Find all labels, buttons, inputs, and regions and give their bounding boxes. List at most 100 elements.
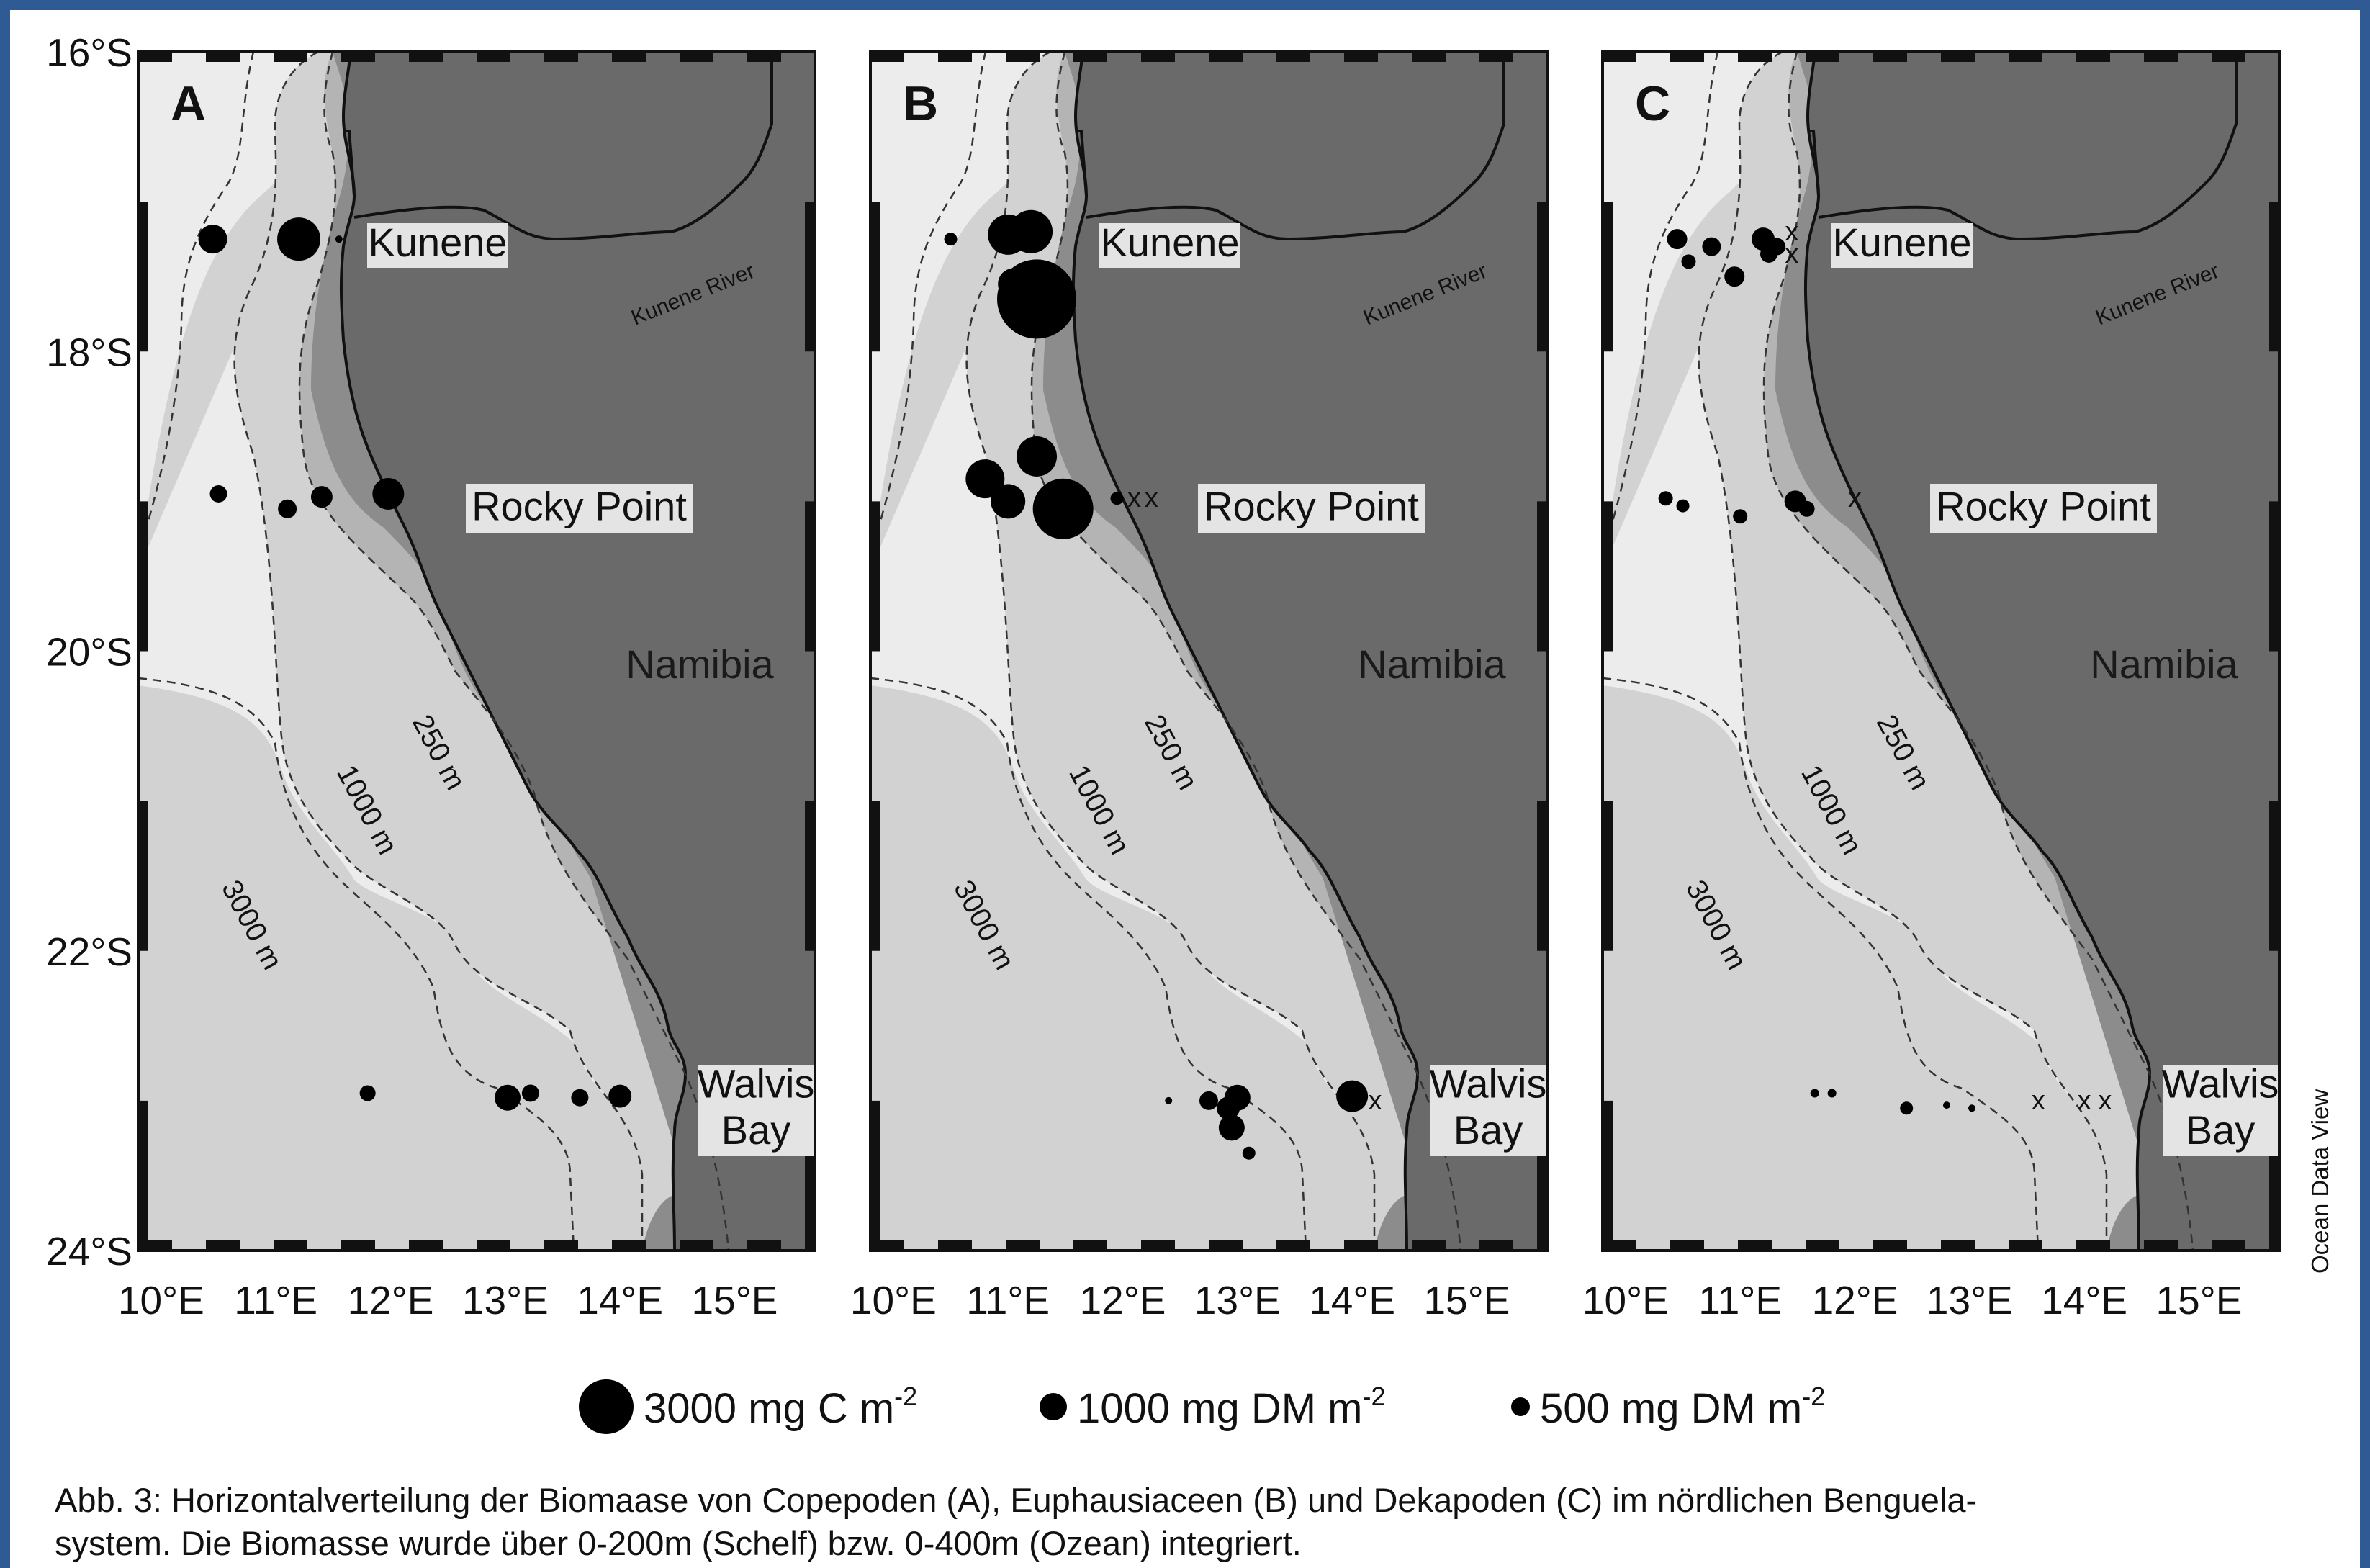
label-namibia: Namibia xyxy=(626,641,774,687)
frame-tick xyxy=(2076,1240,2110,1251)
longitude-label: 12°E xyxy=(348,1278,434,1323)
label-namibia: Namibia xyxy=(2090,641,2238,687)
frame-tick xyxy=(138,801,148,951)
label-rocky-point: Rocky Point xyxy=(1204,483,1419,528)
station-absent-marker: x xyxy=(2078,1086,2091,1116)
longitude-label: 10°E xyxy=(118,1278,204,1323)
station-marker xyxy=(1968,1104,1976,1112)
label-walvis: Walvis xyxy=(1430,1060,1547,1106)
station-marker xyxy=(198,225,227,254)
frame-tick xyxy=(1073,1240,1107,1251)
frame-tick xyxy=(1806,1240,1839,1251)
station-marker xyxy=(278,499,297,518)
longitude-label: 13°E xyxy=(1927,1278,2013,1323)
legend: 3000 mg C m-2 1000 mg DM m-2 500 mg DM m-2 xyxy=(579,1379,1825,1434)
label-kunene: Kunene xyxy=(368,220,507,265)
label-kunene: Kunene xyxy=(1832,220,1971,265)
longitude-label: 12°E xyxy=(1812,1278,1898,1323)
station-marker xyxy=(495,1084,521,1111)
label-walvis-box xyxy=(698,1065,814,1109)
frame-tick xyxy=(2009,1240,2042,1251)
longitude-label: 11°E xyxy=(1698,1278,1782,1323)
frame-tick xyxy=(138,501,148,652)
label-walvis: Walvis xyxy=(698,1060,815,1106)
station-marker xyxy=(1658,491,1673,506)
frame-tick xyxy=(1141,1240,1175,1251)
station-marker xyxy=(277,217,321,261)
station-marker xyxy=(998,268,1030,300)
frame-tick xyxy=(138,202,148,352)
frame-tick xyxy=(938,52,972,62)
frame-tick xyxy=(1276,1240,1310,1251)
latitude-label: 22°S xyxy=(46,929,132,974)
frame-tick xyxy=(2076,52,2110,62)
station-marker xyxy=(1724,266,1745,287)
frame-tick xyxy=(612,1240,646,1251)
frame-tick xyxy=(1941,1240,1975,1251)
frame-tick xyxy=(747,1240,781,1251)
frame-tick xyxy=(138,52,172,62)
longitude-label: 13°E xyxy=(1194,1278,1281,1323)
frame-tick xyxy=(1738,1240,1772,1251)
station-marker xyxy=(310,486,333,508)
station-absent-marker: x xyxy=(1127,483,1141,513)
frame-tick xyxy=(341,1240,375,1251)
station-marker xyxy=(1224,1084,1251,1111)
label-namibia: Namibia xyxy=(1358,641,1506,687)
frame-tick xyxy=(1670,1240,1704,1251)
legend-marker-small xyxy=(1511,1397,1530,1416)
station-absent-marker: x xyxy=(1848,483,1862,513)
frame-tick xyxy=(409,1240,443,1251)
station-marker xyxy=(944,233,958,246)
station-absent-marker: x xyxy=(1785,239,1798,269)
frame-tick xyxy=(870,501,880,652)
caption-line-2: system. Die Biomasse wurde über 0-200m (… xyxy=(55,1524,1302,1562)
frame-tick xyxy=(870,801,880,951)
frame-tick xyxy=(1670,52,1704,62)
station-marker xyxy=(1681,254,1696,269)
label-bay: Bay xyxy=(2186,1107,2256,1153)
station-marker xyxy=(608,1084,632,1108)
frame-tick xyxy=(1738,52,1772,62)
station-absent-marker: x xyxy=(1369,1086,1382,1116)
station-marker xyxy=(1032,478,1094,539)
frame-tick xyxy=(1276,52,1310,62)
frame-tick xyxy=(2212,52,2245,62)
frame-tick xyxy=(206,1240,240,1251)
frame-tick xyxy=(805,501,815,652)
frame-tick xyxy=(206,52,240,62)
legend-superscript: -2 xyxy=(1362,1382,1385,1411)
station-marker xyxy=(335,235,343,243)
frame-tick xyxy=(747,52,781,62)
latitude-label: 20°S xyxy=(46,630,132,675)
label-rocky-point-box xyxy=(1198,484,1425,533)
station-marker xyxy=(1667,229,1688,250)
longitude-label: 15°E xyxy=(1424,1278,1510,1323)
label-rocky-point-box xyxy=(1930,484,2157,533)
map-figure: .f-deep{fill:#ececec} .f-mid{fill:#d2d2d… xyxy=(46,30,2281,1434)
label-walvis: Walvis xyxy=(2162,1060,2279,1106)
frame-tick xyxy=(1479,1240,1513,1251)
station-marker xyxy=(571,1089,589,1107)
frame-tick xyxy=(1006,1240,1040,1251)
frame-tick xyxy=(2269,801,2279,951)
legend-marker-medium xyxy=(1040,1393,1067,1420)
station-marker xyxy=(1017,436,1058,477)
frame-tick xyxy=(870,202,880,352)
station-marker xyxy=(965,459,1005,499)
station-marker xyxy=(1798,500,1815,517)
station-marker xyxy=(1827,1089,1837,1098)
legend-label-large: 3000 mg C m-2 xyxy=(644,1382,917,1432)
station-marker xyxy=(1768,238,1786,256)
longitude-label: 14°E xyxy=(577,1278,663,1323)
frame-tick xyxy=(1141,52,1175,62)
label-walvis-box xyxy=(2163,1065,2278,1109)
frame-tick xyxy=(805,801,815,951)
station-marker xyxy=(1199,1091,1218,1110)
label-walvis-box xyxy=(1430,1065,1546,1109)
frame-tick xyxy=(870,1100,880,1251)
longitude-label: 15°E xyxy=(692,1278,778,1323)
station-marker xyxy=(1676,499,1690,513)
frame-tick xyxy=(1209,52,1243,62)
station-marker xyxy=(1336,1080,1369,1112)
